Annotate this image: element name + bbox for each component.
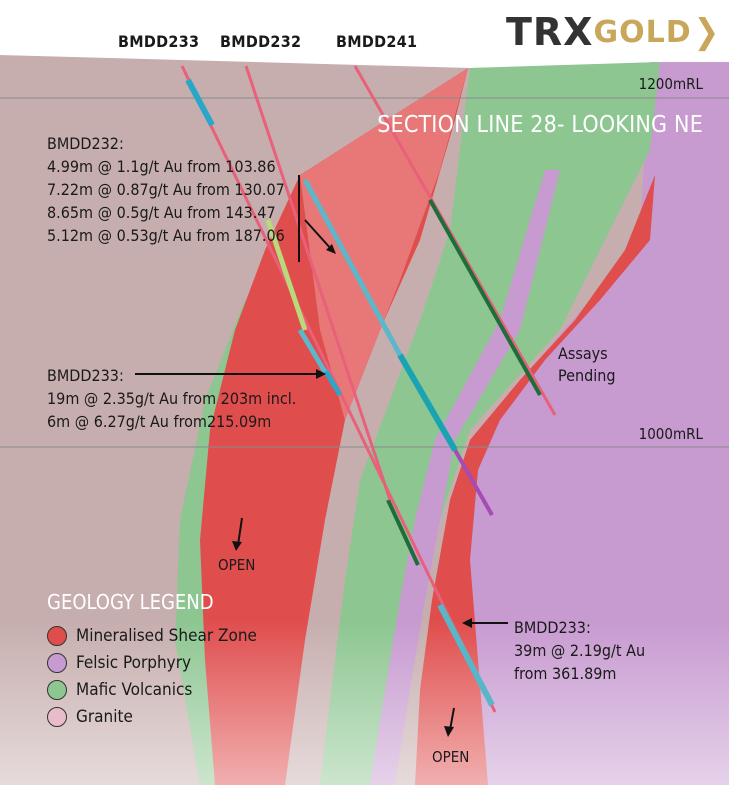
assays-pending-line: Assays xyxy=(558,344,608,363)
intercept-bmdd233-lower: BMDD233: 39m @ 2.19g/t Au from 361.89m xyxy=(514,616,645,685)
intercept-line: 6m @ 6.27g/t Au from215.09m xyxy=(47,412,272,431)
legend-title: GEOLOGY LEGEND xyxy=(47,590,214,614)
assays-pending-label: Assays Pending xyxy=(558,343,616,387)
legend-item-felsic-porphyry: Felsic Porphyry xyxy=(47,651,191,675)
legend-item-granite: Granite xyxy=(47,705,133,729)
intercept-hole-name: BMDD233: xyxy=(47,366,124,385)
intercept-bmdd233-upper: BMDD233: 19m @ 2.35g/t Au from 203m incl… xyxy=(47,364,296,433)
logo-accent-text: GOLD xyxy=(593,14,692,50)
intercept-bmdd232: BMDD232: 4.99m @ 1.1g/t Au from 103.86 7… xyxy=(47,132,285,247)
intercept-line: 8.65m @ 0.5g/t Au from 143.47 xyxy=(47,203,276,222)
trx-gold-logo: TRX GOLD ❯ xyxy=(506,10,720,54)
intercept-hole-name: BMDD233: xyxy=(514,618,591,637)
section-title: SECTION LINE 28- LOOKING NE xyxy=(377,112,703,138)
intercept-line: from 361.89m xyxy=(514,664,617,683)
drillhole-label-bmdd232: BMDD232 xyxy=(220,32,302,51)
open-arrow-left xyxy=(237,517,243,546)
legend-swatch-icon xyxy=(47,680,67,700)
legend-label: Mineralised Shear Zone xyxy=(76,626,257,646)
intercept-line: 7.22m @ 0.87g/t Au from 130.07 xyxy=(47,180,285,199)
legend-swatch-icon xyxy=(47,626,67,646)
shear-zone-upper xyxy=(300,68,468,420)
felsic-porphyry-region xyxy=(462,62,729,785)
intercept-line: 39m @ 2.19g/t Au xyxy=(514,641,646,660)
legend-label: Mafic Volcanics xyxy=(76,680,193,700)
legend-label: Granite xyxy=(76,707,133,727)
open-label-left: OPEN xyxy=(218,556,256,574)
drillhole-label-bmdd233: BMDD233 xyxy=(118,32,200,51)
intercept-line: 19m @ 2.35g/t Au from 203m incl. xyxy=(47,389,297,408)
legend-item-shear-zone: Mineralised Shear Zone xyxy=(47,624,257,648)
rl-label-1000: 1000mRL xyxy=(638,425,703,443)
intercept-line: 4.99m @ 1.1g/t Au from 103.86 xyxy=(47,157,276,176)
drillhole-bmdd233-trace xyxy=(180,65,497,713)
open-arrow-right xyxy=(449,707,455,731)
bottom-fade xyxy=(0,620,729,785)
drillhole-bmdd241-trace xyxy=(302,65,557,516)
open-label-right: OPEN xyxy=(432,748,470,766)
legend-swatch-icon xyxy=(47,653,67,673)
logo-brand-text: TRX xyxy=(506,10,594,54)
assays-pending-line: Pending xyxy=(558,366,616,385)
intercept-line: 5.12m @ 0.53g/t Au from 187.06 xyxy=(47,226,285,245)
bmdd232-arrow xyxy=(304,219,333,251)
drillhole-bmdd232-trace xyxy=(244,65,392,501)
legend-swatch-icon xyxy=(47,707,67,727)
legend-item-mafic-volcanics: Mafic Volcanics xyxy=(47,678,192,702)
logo-chevron-icon: ❯ xyxy=(693,12,720,52)
intercept-hole-name: BMDD232: xyxy=(47,134,124,153)
legend-label: Felsic Porphyry xyxy=(76,653,192,673)
drillhole-label-bmdd241: BMDD241 xyxy=(336,32,418,51)
rl-label-1200: 1200mRL xyxy=(638,75,703,93)
